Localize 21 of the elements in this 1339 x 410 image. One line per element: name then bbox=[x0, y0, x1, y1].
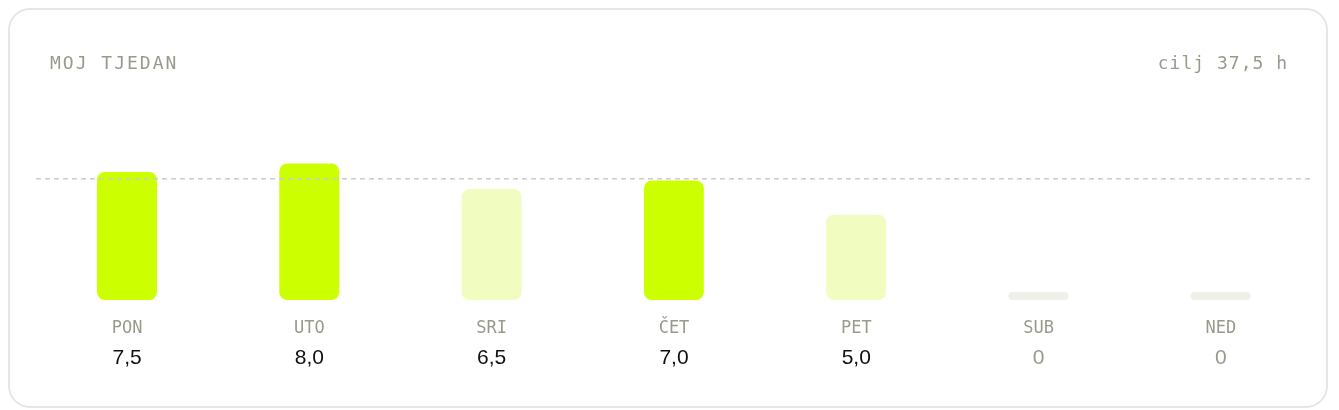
x-tick-label: NED bbox=[1205, 317, 1237, 337]
bar bbox=[279, 163, 340, 300]
bar bbox=[461, 189, 522, 300]
x-tick-label: SRI bbox=[476, 317, 508, 337]
data-label: 0 bbox=[1215, 345, 1227, 368]
data-label: 5,0 bbox=[841, 345, 871, 368]
x-tick-label: UTO bbox=[294, 317, 325, 337]
chart-title: MOJ TJEDAN bbox=[50, 52, 179, 73]
x-tick-label: SUB bbox=[1023, 317, 1054, 337]
data-label: 8,0 bbox=[294, 345, 325, 368]
data-label: 7,0 bbox=[659, 345, 689, 368]
bar bbox=[826, 214, 887, 300]
x-tick-label: PET bbox=[840, 317, 872, 337]
data-label: 7,5 bbox=[112, 345, 142, 368]
bar bbox=[97, 171, 157, 300]
chart-subtitle: cilj 37,5 h bbox=[1157, 52, 1288, 73]
bar bbox=[643, 180, 704, 300]
x-tick-label: PON bbox=[111, 317, 143, 337]
data-label: 6,5 bbox=[477, 345, 507, 368]
data-label: 0 bbox=[1032, 345, 1045, 368]
x-tick-label: ČET bbox=[658, 316, 690, 337]
